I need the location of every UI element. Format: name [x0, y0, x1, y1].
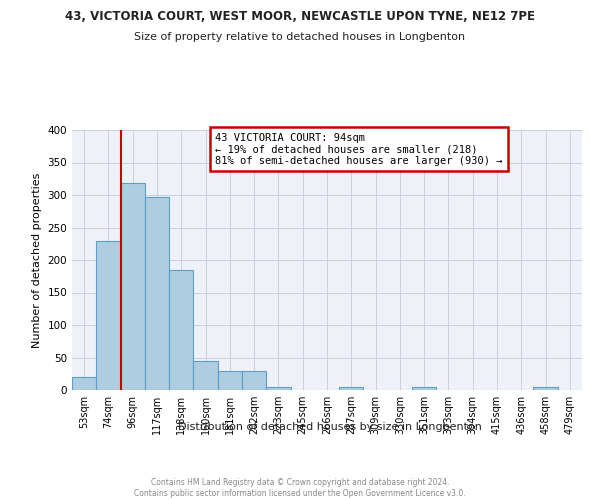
Bar	[145, 197, 169, 390]
Bar	[121, 184, 145, 390]
Bar	[412, 388, 436, 390]
Text: Contains HM Land Registry data © Crown copyright and database right 2024.
Contai: Contains HM Land Registry data © Crown c…	[134, 478, 466, 498]
Bar	[242, 371, 266, 390]
Text: Size of property relative to detached houses in Longbenton: Size of property relative to detached ho…	[134, 32, 466, 42]
Text: 43 VICTORIA COURT: 94sqm
← 19% of detached houses are smaller (218)
81% of semi-: 43 VICTORIA COURT: 94sqm ← 19% of detach…	[215, 132, 502, 166]
Bar	[169, 270, 193, 390]
Bar	[218, 371, 242, 390]
Bar	[72, 377, 96, 390]
Y-axis label: Number of detached properties: Number of detached properties	[32, 172, 42, 348]
Bar	[533, 388, 558, 390]
Text: Distribution of detached houses by size in Longbenton: Distribution of detached houses by size …	[178, 422, 482, 432]
Bar	[266, 388, 290, 390]
Bar	[193, 361, 218, 390]
Bar	[339, 388, 364, 390]
Text: 43, VICTORIA COURT, WEST MOOR, NEWCASTLE UPON TYNE, NE12 7PE: 43, VICTORIA COURT, WEST MOOR, NEWCASTLE…	[65, 10, 535, 23]
Bar	[96, 240, 121, 390]
